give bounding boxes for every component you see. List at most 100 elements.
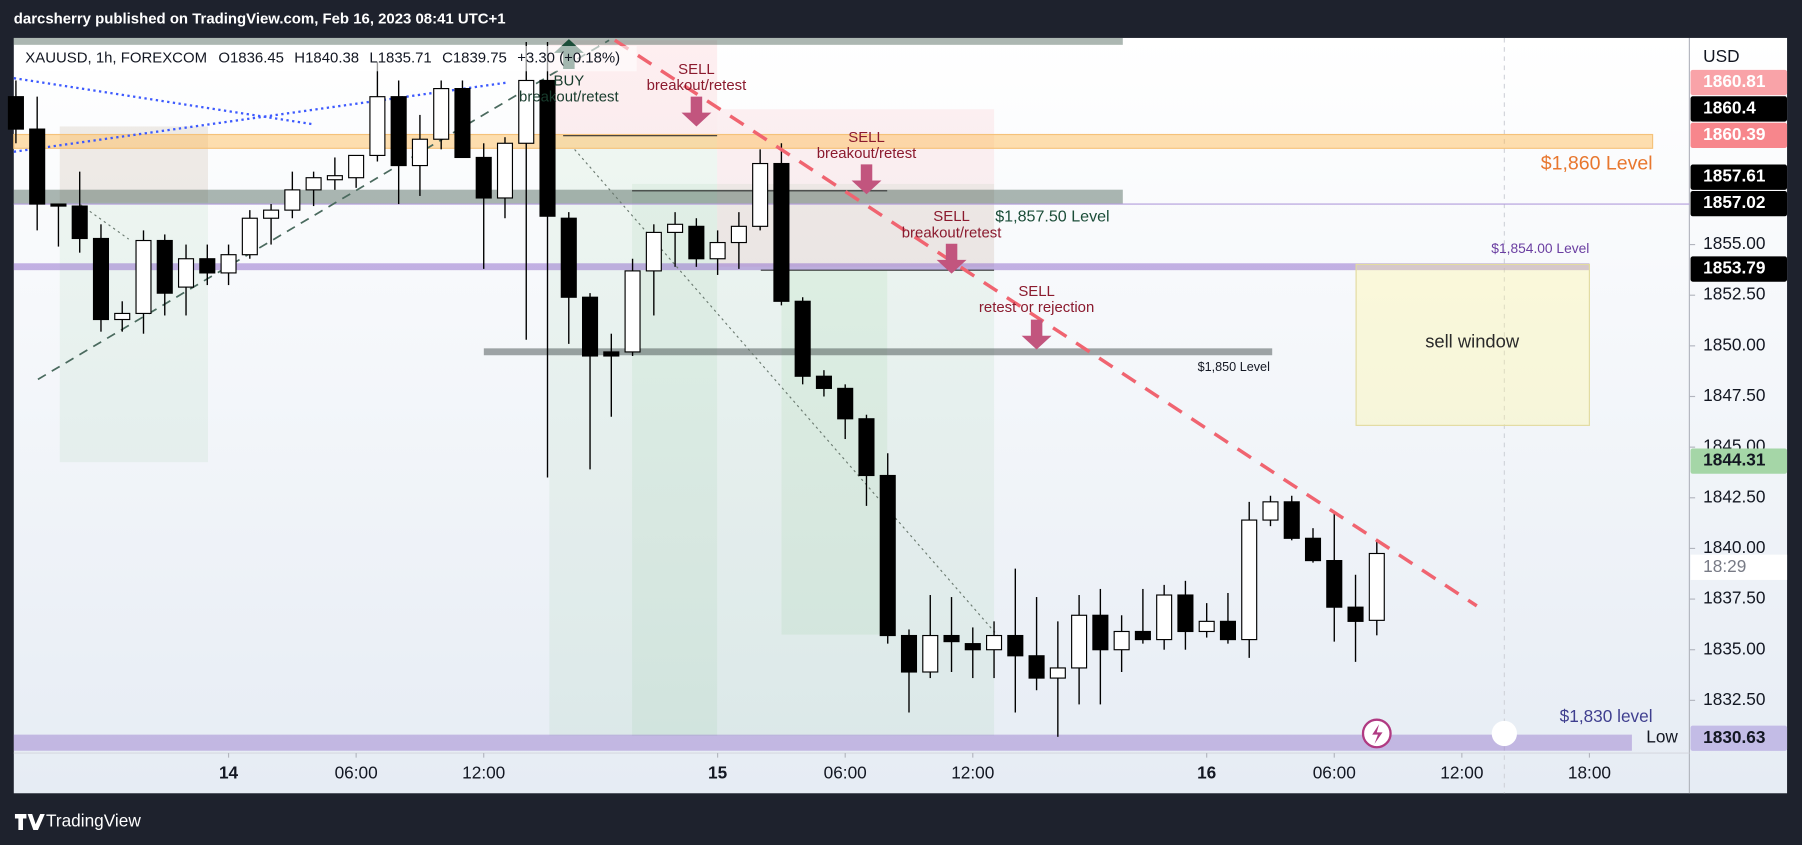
signal-label: breakout/retest bbox=[647, 77, 747, 94]
candle-body bbox=[518, 79, 535, 144]
sell-arrow bbox=[1021, 319, 1052, 350]
price-badge-label: 1860.39 bbox=[1703, 124, 1765, 144]
countdown-badge bbox=[1690, 554, 1788, 580]
price-badge bbox=[1690, 725, 1788, 751]
resistance-line bbox=[613, 38, 1478, 608]
candle-body bbox=[1177, 594, 1194, 633]
price-badge-label: 1857.61 bbox=[1703, 166, 1766, 186]
candle-body bbox=[1134, 630, 1151, 641]
sell-arrow bbox=[936, 243, 967, 274]
y-tick-label: 1832.50 bbox=[1703, 689, 1765, 709]
candle-body bbox=[900, 634, 918, 673]
candle-body bbox=[177, 258, 195, 288]
brand: TradingView bbox=[46, 811, 141, 831]
signal-label: SELL bbox=[848, 129, 885, 146]
trend-line bbox=[80, 204, 130, 240]
trend-line bbox=[13, 81, 506, 153]
candle-body bbox=[7, 96, 24, 130]
candle-body bbox=[1028, 655, 1045, 679]
level-band bbox=[13, 263, 1590, 271]
signal-label: retest or rejection bbox=[979, 299, 1094, 316]
candle-body bbox=[496, 142, 514, 199]
y-tick-label: 1842.50 bbox=[1703, 486, 1765, 506]
ohlc-value: O1836.45 bbox=[218, 50, 284, 67]
candle-body bbox=[1198, 620, 1215, 633]
legend-bg bbox=[16, 45, 637, 72]
x-tick-label: 18:00 bbox=[1568, 762, 1611, 782]
currency: USD bbox=[1703, 46, 1739, 66]
candle-body bbox=[284, 189, 301, 211]
level-label: $1,860 Level bbox=[1541, 153, 1653, 175]
candle-body bbox=[794, 300, 811, 377]
candle-body bbox=[858, 418, 875, 477]
level-band bbox=[13, 189, 1123, 204]
ohlc-legend: O1836.45 H1840.38 L1835.71 C1839.75 +3.30 (+… bbox=[218, 50, 620, 67]
candle-body bbox=[688, 225, 705, 260]
sell-window-box bbox=[1355, 263, 1590, 426]
candle-body bbox=[156, 239, 173, 294]
countdown-label: 18:29 bbox=[1703, 556, 1746, 576]
candle-body bbox=[815, 375, 832, 389]
candle-body bbox=[348, 154, 365, 179]
x-tick-label: 06:00 bbox=[824, 762, 867, 782]
candle-body bbox=[305, 177, 322, 191]
price-badge-label: 1844.31 bbox=[1703, 450, 1766, 470]
signal-label: breakout/retest bbox=[902, 224, 1002, 241]
ohlc-value: C1839.75 bbox=[442, 50, 507, 67]
candle-body bbox=[964, 643, 981, 651]
candle-body bbox=[667, 223, 684, 233]
candle-body bbox=[709, 241, 726, 260]
price-badge bbox=[1690, 96, 1788, 122]
candles bbox=[7, 41, 1385, 737]
price-badge bbox=[1690, 164, 1788, 190]
price-badge-label: 1860.4 bbox=[1703, 97, 1756, 117]
x-tick-label: 16 bbox=[1197, 762, 1216, 782]
signal-label: SELL bbox=[678, 61, 715, 78]
level-label: $1,854.00 Level bbox=[1491, 241, 1589, 256]
signal-label: breakout/retest bbox=[817, 145, 917, 162]
candle-body bbox=[1113, 630, 1130, 651]
candle-body bbox=[241, 217, 258, 256]
signal-label: BUY bbox=[554, 73, 585, 90]
candle-body bbox=[773, 162, 790, 302]
x-tick-label: 15 bbox=[708, 762, 728, 782]
candle-body bbox=[1007, 634, 1024, 657]
alert-icon-bolt bbox=[1372, 724, 1383, 744]
candle-body bbox=[752, 162, 769, 227]
candle-body bbox=[1219, 620, 1236, 641]
candle-body bbox=[1262, 501, 1279, 521]
ohlc-value: H1840.38 bbox=[294, 50, 359, 67]
candle-body bbox=[71, 205, 88, 240]
x-tick-label: 12:00 bbox=[951, 762, 994, 782]
x-tick-label: 06:00 bbox=[1313, 762, 1356, 782]
candle-body bbox=[1241, 519, 1258, 641]
y-tick-label: 1850.00 bbox=[1703, 334, 1765, 354]
candle-body bbox=[1156, 594, 1173, 641]
candle-body bbox=[50, 203, 67, 207]
y-tick-label: 1840.00 bbox=[1703, 537, 1765, 557]
x-tick-label: 14 bbox=[219, 762, 239, 782]
candle-body bbox=[369, 96, 386, 157]
low-label: Low bbox=[1646, 727, 1678, 747]
candle-body bbox=[114, 312, 131, 321]
price-badge-label: 1860.81 bbox=[1703, 71, 1766, 91]
candle-body bbox=[92, 237, 110, 321]
price-badge bbox=[1690, 448, 1788, 474]
signal-label: SELL bbox=[1018, 283, 1055, 300]
level-label: $1,850 Level bbox=[1198, 360, 1270, 374]
price-badge bbox=[1690, 256, 1788, 282]
candle-body bbox=[922, 634, 939, 673]
zone bbox=[59, 126, 209, 463]
candle-body bbox=[1071, 614, 1088, 669]
candle-body bbox=[539, 79, 556, 217]
candle-body bbox=[1326, 560, 1343, 608]
ohlc-value: +3.30 (+0.18%) bbox=[517, 50, 620, 67]
cursor-dot bbox=[1491, 720, 1517, 747]
trend-line bbox=[13, 77, 313, 126]
y-tick-label: 1855.00 bbox=[1703, 233, 1765, 253]
y-tick-label: 1835.00 bbox=[1703, 638, 1765, 658]
level-band bbox=[483, 348, 1273, 356]
candle-body bbox=[454, 88, 471, 159]
candle-body bbox=[263, 209, 280, 219]
